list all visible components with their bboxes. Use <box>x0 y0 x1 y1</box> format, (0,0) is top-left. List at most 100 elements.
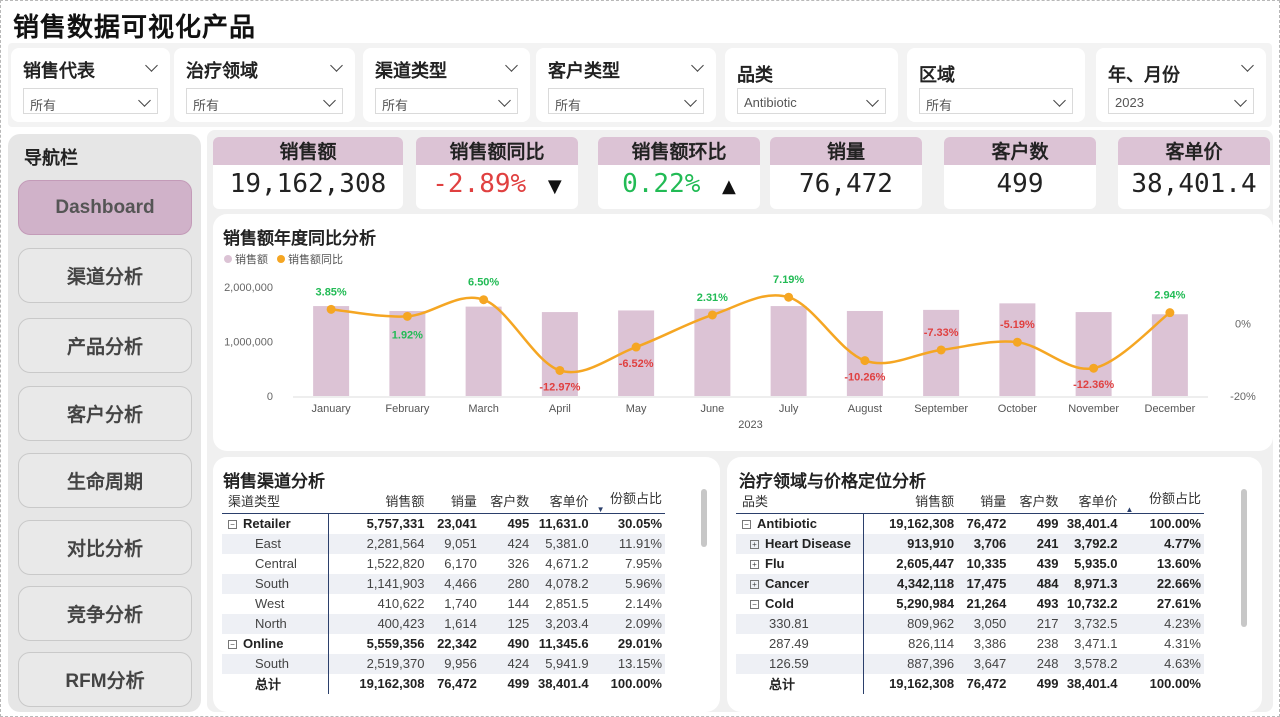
legend-marker-yoy <box>277 255 285 263</box>
chevron-down-icon[interactable] <box>145 57 158 73</box>
collapse-icon[interactable]: − <box>228 520 237 530</box>
chevron-down-icon[interactable] <box>505 57 518 73</box>
filter-dropdown[interactable]: 所有 <box>919 88 1073 114</box>
table-row[interactable]: − Online 5,559,356 22,342 490 11,345.6 29.01% <box>222 633 665 654</box>
cell: 22,342 <box>437 636 477 651</box>
column-header[interactable]: 客户数 <box>1009 488 1062 514</box>
column-header[interactable]: 份额占比 ▼ <box>591 488 665 514</box>
nav-button-6[interactable]: 竞争分析 <box>18 586 192 641</box>
chevron-down-icon <box>1053 93 1066 108</box>
cell: 11,631.0 <box>538 516 589 532</box>
table-row[interactable]: − Antibiotic 19,162,308 76,472 499 38,401.4 10… <box>736 513 1204 534</box>
collapse-icon[interactable]: − <box>742 520 751 530</box>
filter-slicer: 客户类型 所有 <box>536 48 716 122</box>
cell: 809,962 <box>863 613 958 634</box>
point-yoy <box>555 365 565 375</box>
column-header[interactable]: 销售额 <box>863 488 958 514</box>
cell: 22.66% <box>1120 573 1204 594</box>
nav-button-5[interactable]: 对比分析 <box>18 520 192 575</box>
table-row[interactable]: − Cold 5,290,984 21,264 493 10,732.2 27.61% <box>736 593 1204 614</box>
cell: 10,732.2 <box>1066 596 1118 611</box>
kpi-card: 客户数 499 <box>944 137 1096 209</box>
x-tick-label: June <box>700 403 724 415</box>
row-label: − Antibiotic <box>736 513 864 534</box>
nav-button-4[interactable]: 生命周期 <box>18 453 192 508</box>
chevron-down-icon[interactable] <box>1241 57 1254 73</box>
collapse-icon[interactable]: − <box>750 600 759 610</box>
data-label-yoy: -10.26% <box>844 372 885 384</box>
bar-sales <box>694 308 731 396</box>
filter-value: 2023 <box>1115 95 1144 110</box>
cell: 3,050 <box>957 613 1010 634</box>
y-right-tick: -20% <box>1230 391 1256 403</box>
table-row[interactable]: North 400,423 1,614 125 3,203.4 2.09% <box>222 613 665 634</box>
filter-dropdown[interactable]: 所有 <box>548 88 704 114</box>
chevron-down-icon <box>498 93 511 108</box>
cell: 4,342,118 <box>863 573 958 594</box>
cell: 3,792.2 <box>1061 533 1121 554</box>
column-header[interactable]: 销售额 <box>328 488 428 514</box>
cell: 400,423 <box>328 613 428 634</box>
filter-dropdown[interactable]: 所有 <box>23 88 158 114</box>
table-row[interactable]: West 410,622 1,740 144 2,851.5 2.14% <box>222 593 665 614</box>
column-header[interactable]: 客单价 <box>1061 488 1121 514</box>
table-header-row: 品类 销售额 销量 客户数 客单价 份额占比 ▲ <box>736 488 1204 514</box>
therapy-table-scrollbar[interactable] <box>1241 489 1247 627</box>
row-label: + Cancer <box>736 573 864 594</box>
kpi-label: 销量 <box>770 137 922 165</box>
table-row[interactable]: + Cancer 4,342,118 17,475 484 8,971.3 22.66% <box>736 573 1204 594</box>
table-row[interactable]: Central 1,522,820 6,170 326 4,671.2 7.95% <box>222 553 665 574</box>
column-header[interactable]: 销量 <box>427 488 480 514</box>
point-yoy <box>326 304 336 314</box>
channel-table-scrollbar[interactable] <box>701 489 707 547</box>
nav-button-3[interactable]: 客户分析 <box>18 386 192 441</box>
total-cell: 100.00% <box>1149 676 1201 691</box>
filter-label: 年、月份 <box>1108 65 1180 85</box>
chevron-down-icon <box>138 93 151 108</box>
cell: 23,041 <box>437 516 477 532</box>
table-row[interactable]: 330.81 809,962 3,050 217 3,732.5 4.23% <box>736 613 1204 634</box>
x-tick-label: March <box>468 403 499 415</box>
expand-icon[interactable]: + <box>750 580 759 590</box>
table-row[interactable]: South 2,519,370 9,956 424 5,941.9 13.15% <box>222 653 665 674</box>
column-header[interactable]: 客户数 <box>479 488 533 514</box>
nav-button-1[interactable]: 渠道分析 <box>18 248 192 303</box>
row-label: − Online <box>222 633 330 654</box>
cell: 490 <box>507 636 530 651</box>
chevron-down-icon[interactable] <box>330 57 343 73</box>
expand-icon[interactable]: + <box>750 560 759 570</box>
row-label: + Heart Disease <box>736 533 864 554</box>
table-row[interactable]: 126.59 887,396 3,647 248 3,578.2 4.63% <box>736 653 1204 674</box>
total-cell: 19,162,308 <box>359 676 425 691</box>
data-label-yoy: 3.85% <box>316 286 347 298</box>
x-tick-label: January <box>312 403 352 415</box>
y-left-tick: 2,000,000 <box>224 282 273 294</box>
table-row[interactable]: + Heart Disease 913,910 3,706 241 3,792.2 4.77… <box>736 533 1204 554</box>
table-row[interactable]: 287.49 826,114 3,386 238 3,471.1 4.31% <box>736 633 1204 654</box>
nav-button-0[interactable]: Dashboard <box>18 180 192 235</box>
table-row[interactable]: East 2,281,564 9,051 424 5,381.0 11.91% <box>222 533 665 554</box>
collapse-icon[interactable]: − <box>228 640 237 650</box>
column-header[interactable]: 客单价 <box>532 488 592 514</box>
table-row[interactable]: − Retailer 5,757,331 23,041 495 11,631.0 30.05… <box>222 513 665 534</box>
nav-button-7[interactable]: RFM分析 <box>18 652 192 707</box>
filter-dropdown[interactable]: 2023 <box>1108 88 1254 114</box>
filter-dropdown[interactable]: 所有 <box>186 88 343 114</box>
column-header[interactable]: 销量 <box>957 488 1010 514</box>
column-header[interactable]: 份额占比 ▲ <box>1120 488 1204 514</box>
column-header[interactable]: 品类 <box>736 488 864 514</box>
cell: 8,971.3 <box>1061 573 1121 594</box>
x-tick-label: February <box>385 403 430 415</box>
filter-value: 所有 <box>926 98 953 113</box>
chevron-down-icon[interactable] <box>691 57 704 73</box>
column-header[interactable]: 渠道类型 <box>222 488 329 514</box>
expand-icon[interactable]: + <box>750 540 759 550</box>
cell: 5,381.0 <box>532 533 592 554</box>
filter-dropdown[interactable]: 所有 <box>375 88 518 114</box>
nav-button-2[interactable]: 产品分析 <box>18 318 192 373</box>
sort-icon: ▲ <box>1125 505 1134 514</box>
table-row[interactable]: + Flu 2,605,447 10,335 439 5,935.0 13.60% <box>736 553 1204 574</box>
table-row[interactable]: South 1,141,903 4,466 280 4,078.2 5.96% <box>222 573 665 594</box>
row-label: West <box>222 593 330 614</box>
filter-dropdown[interactable]: Antibiotic <box>737 88 886 114</box>
